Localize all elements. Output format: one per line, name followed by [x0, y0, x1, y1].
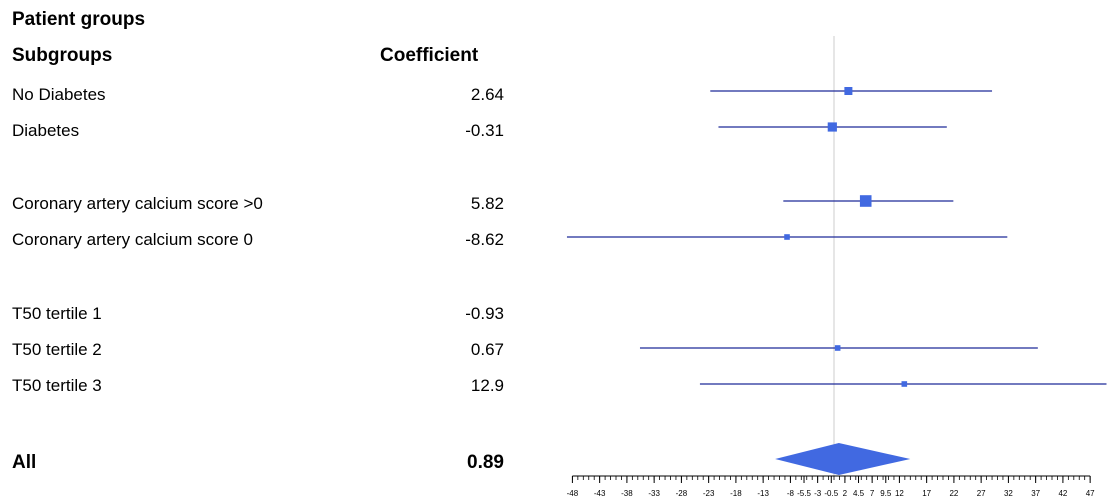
- x-tick-label-2: -38: [621, 489, 633, 498]
- overall-label: All: [12, 452, 37, 473]
- subgroups-header: Subgroups: [12, 45, 113, 66]
- chart-title: Patient groups: [12, 9, 146, 30]
- estimate-marker-2: [859, 195, 872, 207]
- estimate-marker-6: [901, 381, 908, 387]
- row-value-no-diabetes: 2.64: [470, 85, 504, 104]
- x-tick-label-7: -13: [757, 489, 769, 498]
- x-tick-label-3: -33: [648, 489, 660, 498]
- row-value-t50-tertile-1: -0.93: [465, 304, 504, 323]
- estimate-marker-3: [784, 234, 790, 240]
- overall-diamond: [775, 443, 911, 475]
- x-tick-label-1: -43: [594, 489, 606, 498]
- estimate-marker-1: [827, 122, 837, 132]
- coefficient-header: Coefficient: [380, 45, 479, 66]
- x-tick-label-18: 22: [949, 489, 958, 498]
- row-label-t50-tertile-1: T50 tertile 1: [12, 304, 102, 323]
- row-label-cac-positive: Coronary artery calcium score >0: [12, 194, 263, 213]
- row-value-t50-tertile-3: 12.9: [470, 376, 504, 395]
- x-tick-label-14: 7: [870, 489, 875, 498]
- x-tick-label-13: 4.5: [853, 489, 865, 498]
- row-label-t50-tertile-3: T50 tertile 3: [12, 376, 102, 395]
- x-tick-label-0: -48: [567, 489, 579, 498]
- x-tick-label-8: -8: [787, 489, 795, 498]
- row-label-cac-zero: Coronary artery calcium score 0: [12, 230, 253, 249]
- x-tick-label-6: -18: [730, 489, 742, 498]
- x-tick-label-20: 32: [1004, 489, 1013, 498]
- x-tick-label-23: 47: [1086, 489, 1095, 498]
- x-tick-label-15: 9.5: [880, 489, 892, 498]
- x-tick-label-17: 17: [922, 489, 931, 498]
- row-value-cac-positive: 5.82: [470, 194, 504, 213]
- x-tick-label-22: 42: [1058, 489, 1067, 498]
- x-tick-label-10: -3: [814, 489, 822, 498]
- overall-value: 0.89: [467, 452, 504, 473]
- row-value-diabetes: -0.31: [465, 121, 504, 140]
- x-tick-label-16: 12: [895, 489, 904, 498]
- x-tick-label-4: -28: [676, 489, 688, 498]
- row-value-cac-zero: -8.62: [465, 230, 504, 249]
- x-tick-label-5: -23: [703, 489, 715, 498]
- x-tick-label-11: -0.5: [824, 489, 838, 498]
- row-label-t50-tertile-2: T50 tertile 2: [12, 340, 102, 359]
- row-label-no-diabetes: No Diabetes: [12, 85, 106, 104]
- row-value-t50-tertile-2: 0.67: [470, 340, 504, 359]
- row-label-diabetes: Diabetes: [12, 121, 80, 140]
- x-tick-label-9: -5.5: [797, 489, 811, 498]
- x-tick-label-12: 2: [843, 489, 848, 498]
- estimate-marker-0: [844, 87, 853, 95]
- x-tick-label-19: 27: [977, 489, 986, 498]
- x-tick-label-21: 37: [1031, 489, 1040, 498]
- estimate-marker-5: [834, 345, 841, 351]
